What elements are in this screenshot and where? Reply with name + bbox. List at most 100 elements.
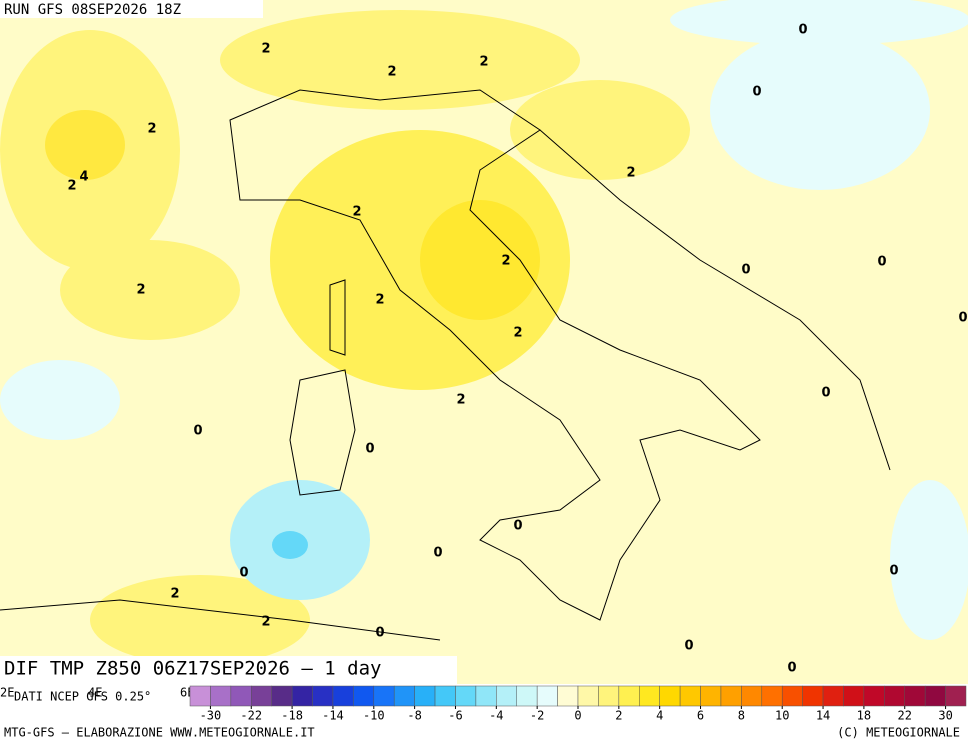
color-swatch xyxy=(945,685,967,707)
color-swatch xyxy=(393,685,415,707)
contour-label: 0 xyxy=(798,23,807,38)
lon-label: 4E xyxy=(88,686,102,700)
contour-label: 2 xyxy=(479,55,488,70)
lon-label: 2E xyxy=(0,686,14,700)
color-swatch xyxy=(353,685,375,707)
color-swatch xyxy=(822,685,844,707)
tick-label: 14 xyxy=(816,709,830,723)
tick-label: -6 xyxy=(448,709,462,723)
header-box xyxy=(0,0,263,18)
color-swatch xyxy=(761,685,783,707)
color-swatch xyxy=(312,685,334,707)
color-swatch xyxy=(639,685,660,707)
color-swatch xyxy=(924,685,946,707)
color-swatch xyxy=(516,685,538,707)
color-swatch xyxy=(230,685,252,707)
contour-label: 0 xyxy=(741,263,750,278)
tick-label: -10 xyxy=(363,709,385,723)
tick-label: -2 xyxy=(530,709,544,723)
tick-label: 4 xyxy=(656,709,663,723)
color-swatch xyxy=(291,685,313,707)
tick-label: -30 xyxy=(200,709,222,723)
coastline xyxy=(289,369,356,496)
color-swatch xyxy=(659,685,681,707)
colorbar: -30 -22 -18 -14 -10 -8 -6 -4 -2 0 2 4 6 8 10 14 18 22 30 xyxy=(189,685,967,723)
color-swatch xyxy=(781,685,803,707)
footer-left: MTG-GFS – ELABORAZIONE WWW.METEOGIORNALE… xyxy=(4,726,315,740)
tick-label: 18 xyxy=(857,709,871,723)
contour-label: 2 xyxy=(501,254,510,269)
color-swatch xyxy=(700,685,722,707)
color-swatch xyxy=(577,685,599,707)
color-swatch xyxy=(434,685,456,707)
contour-label: 2 xyxy=(513,326,522,341)
contour-label: 0 xyxy=(513,519,522,534)
color-swatch xyxy=(475,685,497,707)
map-title: DIF TMP Z850 06Z17SEP2026 – 1 day xyxy=(4,658,382,680)
contour-label: 2 xyxy=(147,122,156,137)
contour-label: 0 xyxy=(684,639,693,654)
tick-label: 8 xyxy=(738,709,745,723)
color-swatch xyxy=(373,685,395,707)
color-swatch xyxy=(863,685,885,707)
map-field xyxy=(0,0,968,684)
tick-label: 10 xyxy=(775,709,789,723)
run-header: RUN GFS 08SEP2026 18Z xyxy=(4,2,181,18)
tick-label: 0 xyxy=(574,709,581,723)
contour-label: 0 xyxy=(958,311,967,326)
contour-label: 2 xyxy=(456,393,465,408)
contour-label: 2 xyxy=(67,179,76,194)
contour-label: 0 xyxy=(889,564,898,579)
tick-label: -18 xyxy=(281,709,303,723)
contour-label: 4 xyxy=(79,170,88,185)
coastline xyxy=(0,129,891,641)
color-swatch xyxy=(741,685,763,707)
color-swatch xyxy=(720,685,742,707)
tick-label: -4 xyxy=(489,709,503,723)
cool-area xyxy=(0,360,120,440)
color-swatch xyxy=(455,685,477,707)
tick-label: 22 xyxy=(898,709,912,723)
contour-label: 0 xyxy=(365,442,374,457)
warm-area xyxy=(60,240,240,340)
contour-label: 2 xyxy=(352,205,361,220)
contour-label: 2 xyxy=(136,283,145,298)
contour-label: 2 xyxy=(170,587,179,602)
source-note: DATI NCEP GFS 0.25° xyxy=(14,690,151,704)
color-swatch xyxy=(618,685,640,707)
tick-label: -14 xyxy=(322,709,344,723)
color-swatch xyxy=(679,685,701,707)
color-swatch xyxy=(884,685,905,707)
cool-area xyxy=(710,30,930,190)
color-swatch xyxy=(598,685,620,707)
contour-label: 2 xyxy=(261,615,270,630)
contour-label: 0 xyxy=(752,85,761,100)
tick-label: 6 xyxy=(697,709,704,723)
contour-label: 2 xyxy=(375,293,384,308)
color-swatch xyxy=(271,685,293,707)
coastline xyxy=(229,89,761,621)
color-swatch xyxy=(802,685,824,707)
contour-label: 2 xyxy=(261,42,270,57)
color-swatch xyxy=(332,685,354,707)
cool-area xyxy=(890,480,968,640)
color-swatch xyxy=(904,685,926,707)
contour-label: 2 xyxy=(387,65,396,80)
footer-right: (C) METEOGIORNALE xyxy=(837,726,960,740)
color-swatch xyxy=(536,685,558,707)
cool-area xyxy=(670,0,968,45)
color-swatch xyxy=(414,685,436,707)
warm-area xyxy=(220,10,580,110)
tick-label: -8 xyxy=(407,709,421,723)
contour-label: 0 xyxy=(375,626,384,641)
cool-core xyxy=(272,531,308,559)
contour-label: 0 xyxy=(821,386,830,401)
color-swatch xyxy=(210,685,232,707)
contour-label: 0 xyxy=(239,566,248,581)
tick-label: -22 xyxy=(240,709,262,723)
warm-core xyxy=(45,110,125,180)
color-swatch xyxy=(557,685,579,707)
warm-area xyxy=(510,80,690,180)
